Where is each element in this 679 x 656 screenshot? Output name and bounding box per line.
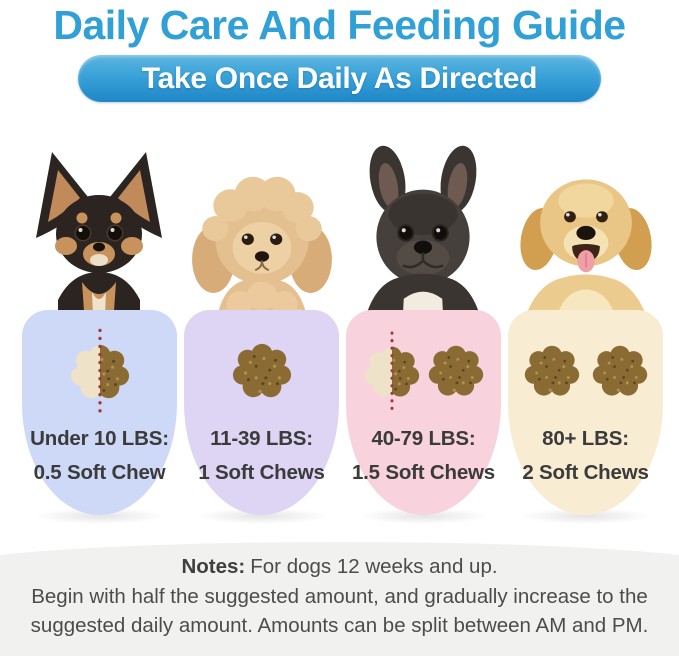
dose-label: 0.5 Soft Chew (33, 460, 166, 484)
dose-card-40-79-lbs: 40-79 LBS: 1.5 Soft Chews (346, 310, 501, 515)
chew-row (363, 322, 485, 422)
weight-label: 80+ LBS: (542, 427, 629, 450)
chew-row (231, 322, 293, 422)
subtitle-text: Take Once Daily As Directed (141, 61, 538, 95)
page-title: Daily Care And Feeding Guide (53, 2, 626, 48)
weight-label: 40-79 LBS: (371, 427, 476, 450)
weight-label: Under 10 LBS: (30, 427, 169, 450)
dose-card-under-10-lbs: Under 10 LBS: 0.5 Soft Chew (22, 310, 177, 515)
full-chew-icon (524, 345, 579, 396)
half-chew-icon (70, 328, 129, 416)
card-shadow (521, 508, 651, 524)
half-chew-icon (364, 331, 419, 413)
notes-section: Notes: For dogs 12 weeks and up. Begin wi… (0, 552, 679, 641)
notes-line-1: Notes: For dogs 12 weeks and up. (181, 555, 498, 578)
dose-card-11-39-lbs: 11-39 LBS: 1 Soft Chews (184, 310, 339, 515)
chew-row (69, 322, 131, 422)
subtitle-banner: Take Once Daily As Directed (78, 55, 601, 102)
card-shadow (359, 508, 489, 524)
full-chew-icon (592, 345, 647, 396)
dose-label: 1 Soft Chews (198, 460, 325, 484)
card-shadow (35, 508, 165, 524)
notes-line-3: suggested daily amount. Amounts can be s… (30, 614, 649, 637)
dose-card-80-plus-lbs: 80+ LBS: 2 Soft Chews (508, 310, 663, 515)
dose-label: 1.5 Soft Chews (351, 460, 495, 484)
notes-background-band (0, 542, 679, 656)
notes-line-2: Begin with half the suggested amount, an… (31, 584, 648, 608)
full-chew-icon (232, 343, 291, 398)
chew-row (523, 322, 649, 422)
dose-label: 2 Soft Chews (522, 460, 649, 484)
card-shadow (197, 508, 327, 524)
full-chew-icon (428, 345, 483, 396)
weight-label: 11-39 LBS: (210, 427, 313, 450)
notes-label: Notes: (181, 555, 246, 578)
